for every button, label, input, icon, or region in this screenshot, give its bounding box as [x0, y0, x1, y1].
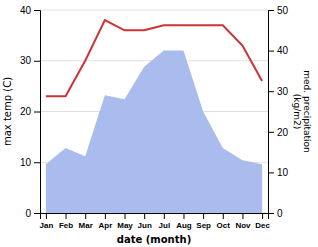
tick-mark	[46, 213, 47, 219]
tick: 0	[268, 208, 283, 219]
line	[46, 20, 262, 96]
tick-label: 0	[277, 208, 283, 219]
y2-axis-title: med. precipitation(kg/m2)	[292, 70, 312, 152]
tick-label: Apr	[98, 221, 112, 230]
tick-mark	[34, 162, 40, 163]
tick-label: 10	[20, 157, 32, 168]
tick: 30	[20, 55, 40, 66]
tick-label: Sep	[196, 221, 211, 230]
tick: 40	[268, 45, 289, 56]
tick-mark	[268, 213, 274, 214]
tick-mark	[34, 61, 40, 62]
tick: Nov	[235, 213, 251, 230]
tick-label: 20	[20, 106, 32, 117]
tick-label: Aug	[176, 221, 192, 230]
tick: 30	[268, 86, 289, 97]
title-line: med. precipitation	[302, 70, 312, 152]
tick-label: Mar	[79, 221, 93, 230]
tick: 10	[268, 167, 289, 178]
tick: 50	[268, 5, 289, 16]
tick-mark	[85, 213, 86, 219]
tick-mark	[242, 213, 243, 219]
axis-line	[41, 214, 269, 220]
x-axis: Jan Feb Mar Apr May Jun Jul Aug Sep Oct Nov Dec	[39, 213, 270, 230]
x-axis-title: date (month)	[117, 234, 191, 245]
tick: Sep	[196, 213, 211, 230]
tick-label: 40	[277, 45, 289, 56]
tick-label: Jun	[138, 221, 152, 230]
axis-line	[269, 11, 275, 214]
tick: Aug	[176, 213, 192, 230]
tick-label: Feb	[59, 221, 73, 230]
tick-label: Jan	[39, 221, 53, 230]
tick-mark	[34, 112, 40, 113]
tick-mark	[34, 10, 40, 11]
tick-mark	[268, 91, 274, 92]
tick: 20	[20, 106, 40, 117]
tick: 10	[20, 157, 40, 168]
tick-label: 50	[277, 5, 289, 16]
tick-label: 40	[20, 5, 32, 16]
tick: Apr	[98, 213, 112, 230]
tick: Mar	[79, 213, 93, 230]
tick-mark	[105, 213, 106, 219]
y-axis-title: max temp (C)	[2, 77, 13, 146]
tick-label: Jul	[159, 221, 171, 230]
tick: Oct	[217, 213, 231, 230]
tick-mark	[66, 213, 67, 219]
tick-label: Nov	[235, 221, 251, 230]
tick-mark	[34, 213, 40, 214]
y2-axis: 0 10 20 30 40 50	[268, 5, 289, 219]
tick-label: 0	[25, 208, 31, 219]
tick-label: 30	[20, 55, 32, 66]
chart: Jan Feb Mar Apr May Jun Jul Aug Sep Oct Nov Dec 0 10 2…	[0, 0, 318, 247]
tick-mark	[268, 51, 274, 52]
grid	[40, 10, 268, 213]
tick-mark	[268, 172, 274, 173]
tick-mark	[203, 213, 204, 219]
tick-label: May	[117, 221, 133, 230]
tick-mark	[268, 132, 274, 133]
tick: 20	[268, 127, 289, 138]
tick-mark	[144, 213, 145, 219]
tick-label: 30	[277, 86, 289, 97]
tick: Jun	[138, 213, 152, 230]
tick-mark	[262, 213, 263, 219]
tick: May	[117, 213, 133, 230]
tick: Jan	[39, 213, 53, 230]
tick-label: 10	[277, 167, 289, 178]
tick: Dec	[255, 213, 270, 230]
tick-label: Dec	[255, 221, 270, 230]
tick: 0	[25, 208, 40, 219]
tick: Feb	[59, 213, 73, 230]
tick-mark	[223, 213, 224, 219]
tick-label: 20	[277, 127, 289, 138]
marks	[46, 20, 262, 213]
tick-label: Oct	[217, 221, 231, 230]
grid-line	[40, 10, 268, 11]
tick: 40	[20, 5, 40, 16]
title-line: (kg/m2)	[292, 94, 302, 129]
tick-mark	[125, 213, 126, 219]
tick-mark	[268, 10, 274, 11]
tick: Jul	[159, 213, 171, 230]
tick-mark	[164, 213, 165, 219]
axis-line	[34, 11, 41, 214]
y-axis: 0 10 20 30 40	[20, 5, 41, 219]
tick-mark	[183, 213, 184, 219]
